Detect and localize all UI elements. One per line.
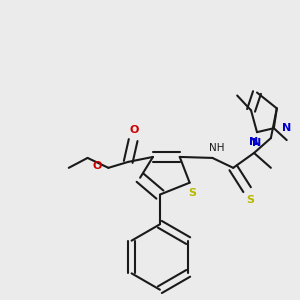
Text: O: O <box>92 161 102 171</box>
Text: O: O <box>130 125 139 135</box>
Text: N: N <box>249 137 259 147</box>
Text: S: S <box>189 188 196 198</box>
Text: NH: NH <box>209 142 225 152</box>
Text: N: N <box>282 123 291 133</box>
Text: N: N <box>252 138 262 148</box>
Text: S: S <box>246 195 254 205</box>
